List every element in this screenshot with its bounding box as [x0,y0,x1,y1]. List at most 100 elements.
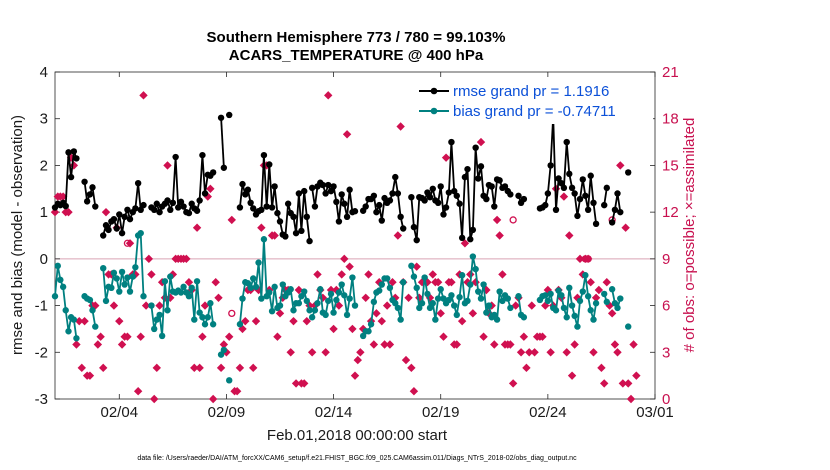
obs-count-marker [575,254,585,264]
obs-possible-marker [228,309,236,318]
obs-count-marker [321,348,330,357]
rmse-point [260,151,268,159]
bias-point [370,298,378,306]
bias-point [335,289,343,296]
obs-count-marker [345,262,354,271]
obs-count-marker [629,340,638,349]
rmse-point [276,218,284,225]
bias-point [376,287,383,294]
rmse-point [555,175,562,182]
obs-count-marker [377,316,386,326]
obs-count-marker [600,379,609,388]
rmse-point [167,206,174,214]
bias-point [558,292,565,299]
rmse-point [507,191,514,198]
bias-point [140,293,147,300]
rmse-line [220,117,225,168]
obs-count-marker [257,223,266,232]
rmse-point [362,203,369,210]
obs-count-marker [511,301,520,310]
obs-count-marker [591,293,601,302]
obs-count-marker [273,332,282,341]
rmse-point [266,161,273,168]
rmse-point [292,229,300,237]
bias-point [400,279,407,286]
rmse-point [515,192,522,199]
rmse-point [440,211,447,218]
rmse-point [247,199,254,206]
rmse-point [592,220,600,228]
bias-point [295,300,303,307]
rmse-point [196,197,203,204]
obs-count-marker [479,332,488,341]
obs-count-marker [208,394,218,404]
rmse-line [611,192,622,223]
obs-count-marker [123,332,132,341]
obs-count-marker [235,363,245,373]
bias-point [271,283,278,291]
obs-count-marker [144,254,154,264]
obs-count-marker [546,348,555,357]
y-axis-ticks: -3 -2 -1 0 1 2 3 4 [35,64,60,408]
bias-point [475,288,482,295]
rmse-point [483,195,490,203]
x-tick-label: 02/24 [529,404,567,421]
obs-count-marker [75,316,84,326]
rmse-point [226,111,233,119]
bias-point [584,293,592,300]
rmse-point [397,213,404,221]
rmse-point [475,175,482,182]
rmse-line [102,182,145,236]
bias-point [158,332,166,340]
bias-point [603,298,610,306]
bias-point [515,293,522,300]
bias-point [378,281,385,288]
data-file-footnote: data file: /Users/raeder/DAI/ATM_forcXX/… [137,455,577,462]
bias-point [365,328,372,335]
rmse-point [140,201,147,209]
bias-point [247,284,254,292]
x-tick-label: 02/19 [422,404,460,421]
bias-point [100,265,107,272]
bias-point [306,307,313,314]
rmse-point [472,144,479,151]
bias-point [108,284,115,292]
rmse-point [100,232,107,239]
rmse-point [558,179,565,187]
rmse-point [311,203,319,210]
obs-count-marker [372,309,381,318]
obs-count-marker [409,387,419,396]
obs-count-marker [80,316,89,326]
bias-point [338,281,345,288]
bias-point [493,316,501,323]
bias-line [539,274,597,328]
rmse-point [134,179,142,187]
obs-count-marker [286,348,295,357]
rmse-point [164,197,171,204]
rmse-point [274,209,281,217]
rmse-point [67,173,75,181]
obs-count-marker [541,301,550,310]
bias-point [201,321,209,328]
bias-point [250,275,257,282]
rmse-point [258,206,265,214]
obs-count-marker [353,355,362,365]
obs-count-marker [270,231,279,240]
bias-point [161,278,169,285]
rmse-point [102,222,110,229]
rmse-point [175,204,182,211]
obs-count-marker [439,332,448,341]
rmse-point [563,138,570,146]
bias-point [317,286,324,293]
obs-count-marker [436,309,445,318]
x-axis-label: Feb.01,2018 00:00:00 start [267,427,448,444]
bias-point [359,332,367,340]
y-tick-label: 4 [40,64,48,81]
bias-point [199,314,206,321]
rmse-point [325,181,332,189]
rmse-point [491,203,498,210]
rmse-point [611,206,619,214]
bias-point [571,312,578,320]
bias-point [301,288,308,295]
y-right-tick-label: 3 [662,344,670,361]
